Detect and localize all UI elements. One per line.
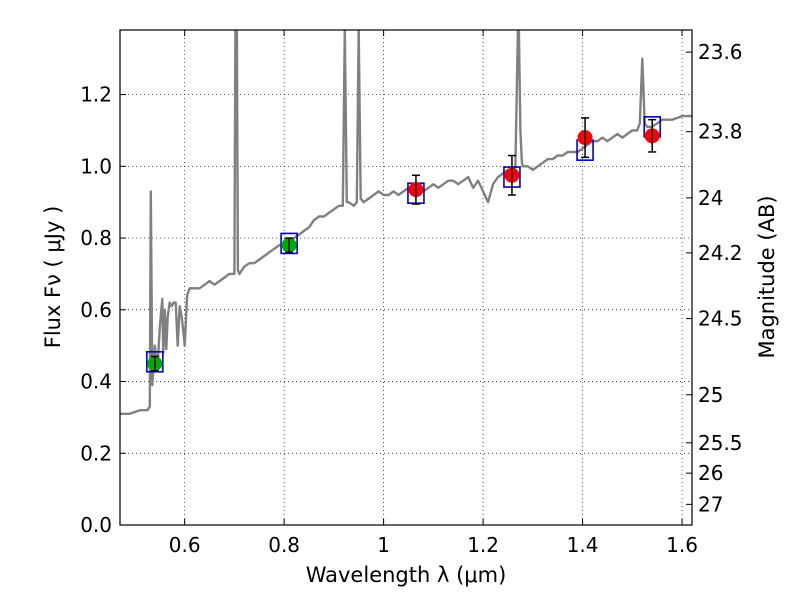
x-axis-label: Wavelength λ (μm) <box>306 563 507 587</box>
photometry-points <box>147 117 660 372</box>
x-tick-label: 1.4 <box>567 533 599 557</box>
y-tick-label: 1.2 <box>80 83 112 107</box>
magnitude-tick-label: 23.8 <box>698 120 743 144</box>
y-tick-label: 0.8 <box>80 226 112 250</box>
model-flux-square <box>146 350 164 373</box>
spectrum-line <box>120 30 692 415</box>
y-tick-label: 0.0 <box>80 513 112 537</box>
magnitude-axis-label: Magnitude (AB) <box>755 195 779 358</box>
x-tick-label: 0.8 <box>268 533 300 557</box>
grid-lines <box>120 30 692 526</box>
y-tick-label: 0.4 <box>80 370 112 394</box>
magnitude-tick-label: 26 <box>698 461 723 485</box>
x-axis-ticks: 0.6 0.8 1 1.2 1.4 1.6 <box>169 30 698 557</box>
y-axis-label: Flux Fν ( μJy ) <box>41 206 65 349</box>
x-tick-label: 1.2 <box>467 533 499 557</box>
model-flux-square <box>280 232 298 255</box>
magnitude-tick-label: 25.5 <box>698 431 743 455</box>
magnitude-tick-label: 24.2 <box>698 241 743 265</box>
y-tick-label: 0.2 <box>80 441 112 465</box>
y-tick-label: 0.6 <box>80 298 112 322</box>
magnitude-tick-label: 27 <box>698 492 723 516</box>
magnitude-tick-label: 24.5 <box>698 307 743 331</box>
x-tick-label: 0.6 <box>169 533 201 557</box>
x-tick-label: 1 <box>377 533 390 557</box>
y-axis-ticks: 0.0 0.2 0.4 0.6 0.8 1.0 1.2 <box>80 83 126 537</box>
magnitude-tick-label: 24 <box>698 186 723 210</box>
x-tick-label: 1.6 <box>666 533 698 557</box>
model-spectrum-series <box>120 30 692 415</box>
model-flux-squares <box>146 116 662 373</box>
magnitude-axis-ticks: 23.6 23.8 24 24.2 24.5 25 25.5 26 27 <box>686 40 743 516</box>
magnitude-tick-label: 23.6 <box>698 40 743 64</box>
plot-frame <box>119 29 693 526</box>
y-tick-label: 1.0 <box>80 154 112 178</box>
magnitude-tick-label: 25 <box>698 383 723 407</box>
